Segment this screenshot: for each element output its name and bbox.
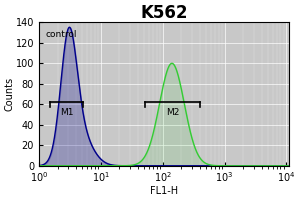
Title: K562: K562 (140, 4, 188, 22)
X-axis label: FL1-H: FL1-H (150, 186, 178, 196)
Text: M1: M1 (60, 108, 74, 117)
Text: control: control (45, 30, 76, 39)
Y-axis label: Counts: Counts (4, 77, 14, 111)
Text: M2: M2 (166, 108, 179, 117)
